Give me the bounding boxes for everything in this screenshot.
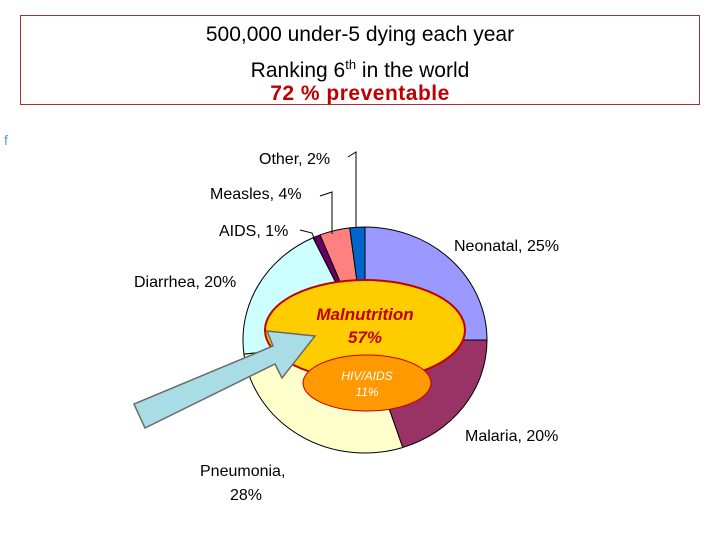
slice-label-diarrhea: Diarrhea, 20% bbox=[134, 274, 236, 291]
title-line-3: 72 % preventable bbox=[270, 82, 450, 105]
slice-label-pneumonia-2: 28% bbox=[230, 487, 262, 504]
slice-label-aids: AIDS, 1% bbox=[219, 223, 288, 240]
side-mark: f bbox=[4, 132, 8, 148]
slice-label-pneumonia-1: Pneumonia, bbox=[200, 463, 285, 480]
leader-aids bbox=[299, 229, 317, 244]
leader-measles bbox=[319, 191, 333, 234]
title-line-2: Ranking 6th in the world bbox=[21, 53, 699, 83]
malnutrition-value: 57% bbox=[348, 328, 382, 347]
slice-label-measles: Measles, 4% bbox=[210, 186, 302, 203]
hiv-aids-label: HIV/AIDS bbox=[341, 369, 392, 383]
slice-label-malaria: Malaria, 20% bbox=[465, 428, 558, 445]
title-line-2-main: Ranking 6 bbox=[250, 59, 346, 82]
hiv-aids-ellipse bbox=[302, 354, 432, 412]
hiv-aids-value: 11% bbox=[355, 385, 378, 399]
malnutrition-label: Malnutrition bbox=[316, 305, 413, 324]
title-box: 500,000 under-5 dying each year Ranking … bbox=[20, 15, 700, 105]
leader-lines bbox=[299, 151, 357, 244]
title-line-2-sup: th bbox=[345, 57, 357, 72]
leader-other bbox=[347, 151, 357, 228]
title-line-2-rest: in the world bbox=[356, 59, 470, 82]
title-line-1: 500,000 under-5 dying each year bbox=[205, 23, 515, 46]
pointer-arrow bbox=[132, 330, 317, 430]
slice-label-neonatal: Neonatal, 25% bbox=[454, 238, 559, 255]
slice-label-other: Other, 2% bbox=[259, 151, 330, 168]
